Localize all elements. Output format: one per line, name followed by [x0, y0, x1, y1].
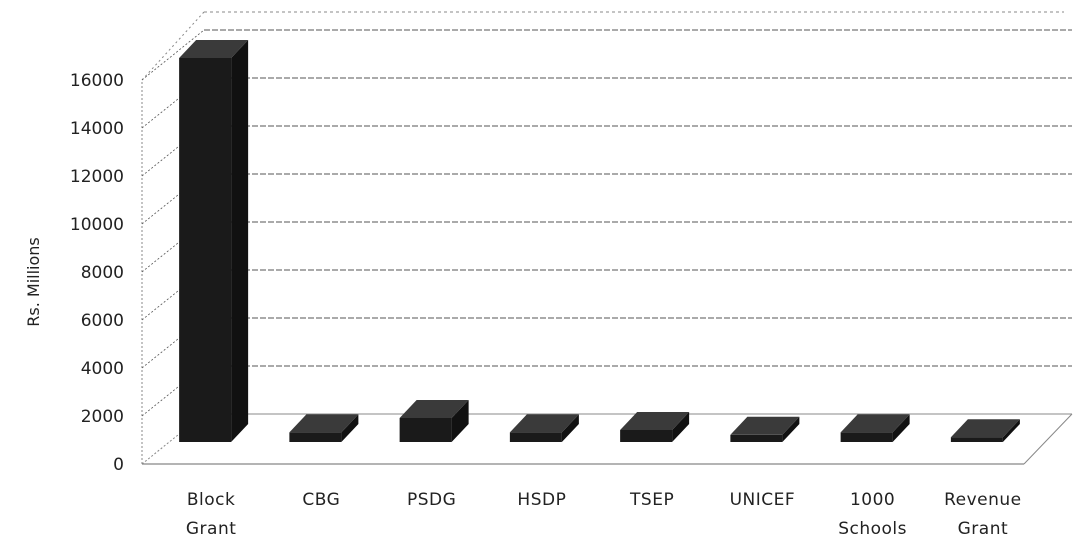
bar	[840, 414, 910, 442]
bar-top	[399, 400, 469, 418]
bar	[289, 414, 359, 442]
bar-front	[509, 432, 562, 442]
y-tick-label: 0	[113, 455, 124, 475]
category-label: TSEP	[629, 490, 674, 510]
bar	[730, 416, 800, 442]
gridline-side	[141, 77, 205, 129]
y-tick-label: 10000	[70, 215, 124, 235]
category-label: Block Grant	[186, 490, 237, 539]
bar	[620, 412, 690, 442]
bar-side	[561, 414, 579, 442]
bar-side	[341, 414, 359, 442]
bar-side	[892, 414, 910, 442]
bar	[179, 40, 249, 442]
bar-front	[840, 432, 893, 442]
x-axis-categories: Block Grant CBG PSDG HSDP TSEP UNICEF 1000 Schoo…	[186, 490, 1022, 539]
bar	[509, 414, 579, 442]
gridlines	[141, 29, 1072, 417]
gridline-side	[141, 365, 205, 417]
y-tick-label: 8000	[81, 263, 124, 283]
bar-side	[672, 412, 690, 442]
category-label: UNICEF	[730, 490, 796, 510]
y-tick-label: 2000	[81, 407, 124, 427]
chart-walls	[141, 11, 1073, 465]
category-label: 1000 Schools	[838, 490, 907, 539]
gridline-side	[141, 173, 205, 225]
bar-front	[289, 432, 342, 442]
bar-side	[231, 40, 249, 442]
gridline-side	[141, 29, 205, 81]
bar-side	[782, 416, 800, 442]
y-axis-label: Rs. Millions	[24, 237, 43, 326]
bar-top	[840, 414, 910, 433]
bar-front	[620, 430, 673, 442]
bars	[179, 40, 1020, 442]
bar-side	[451, 400, 469, 442]
bar-side	[1002, 419, 1020, 442]
y-tick-label: 6000	[81, 311, 124, 331]
y-tick-label: 14000	[70, 119, 124, 139]
bar-front	[179, 58, 232, 442]
bar-front	[950, 437, 1003, 442]
bar-top	[730, 416, 800, 435]
y-tick-label: 12000	[70, 167, 124, 187]
y-tick-label: 4000	[81, 359, 124, 379]
category-label: Revenue Grant	[944, 490, 1022, 539]
gridline-side	[141, 269, 205, 321]
category-label: HSDP	[517, 490, 566, 510]
bar-front	[399, 418, 452, 442]
gridline-side	[141, 221, 205, 273]
y-axis-ticks: 0 2000 4000 6000 8000 10000 12000 14000 16000	[70, 71, 124, 475]
bar-top	[509, 414, 579, 433]
gridline-side	[141, 317, 205, 369]
bar	[950, 419, 1020, 442]
bar-front	[730, 434, 783, 442]
bar-top	[179, 40, 249, 58]
gridline-side	[141, 125, 205, 177]
category-label: PSDG	[407, 490, 456, 510]
bar	[399, 400, 469, 442]
bar-top	[620, 412, 690, 430]
bar-top	[289, 414, 359, 433]
bar-top	[950, 419, 1020, 438]
y-tick-label: 16000	[70, 71, 124, 91]
category-label: CBG	[302, 490, 340, 510]
